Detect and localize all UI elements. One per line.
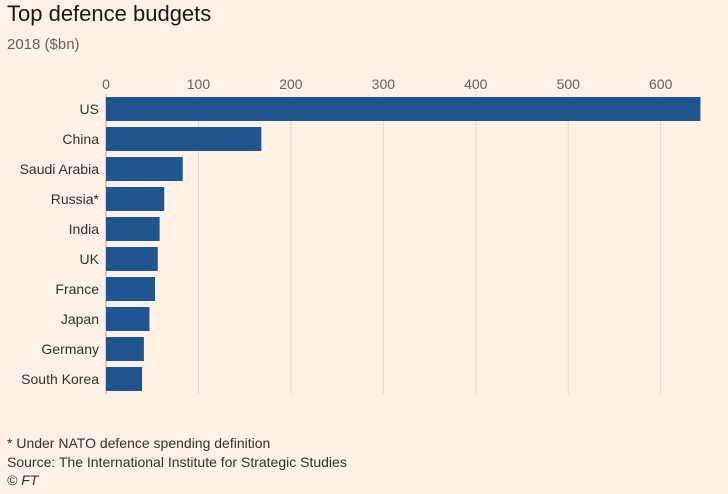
x-tick-label: 300 — [372, 76, 396, 92]
x-tick-label: 100 — [187, 76, 211, 92]
bar — [106, 307, 150, 331]
x-tick-label: 0 — [102, 76, 110, 92]
category-label: Russia* — [51, 191, 100, 207]
category-label: China — [62, 131, 99, 147]
x-tick-label: 400 — [464, 76, 488, 92]
category-label: India — [69, 221, 100, 237]
bar — [106, 187, 165, 211]
category-label: Germany — [41, 341, 99, 357]
bar — [106, 247, 158, 271]
x-tick-label: 500 — [557, 76, 581, 92]
ft-credit: © FT — [7, 472, 39, 488]
bar-chart: 0 100 200 300 400 500 600 US China Saudi Arabia R… — [20, 76, 701, 394]
bar — [106, 277, 155, 301]
source-note: Source: The International Institute for … — [7, 454, 347, 470]
bar — [106, 127, 262, 151]
bar — [106, 367, 143, 391]
x-axis-ticks: 0 100 200 300 400 500 600 — [102, 76, 672, 92]
footnote: * Under NATO defence spending definition — [7, 435, 271, 451]
chart-title: Top defence budgets — [7, 1, 212, 26]
x-tick-label: 200 — [279, 76, 303, 92]
x-tick-label: 600 — [649, 76, 673, 92]
bars — [106, 97, 701, 391]
bar — [106, 97, 701, 121]
category-label: Japan — [61, 311, 99, 327]
bar — [106, 337, 144, 361]
category-labels: US China Saudi Arabia Russia* India UK France J… — [20, 101, 100, 387]
category-label: South Korea — [21, 371, 99, 387]
category-label: UK — [80, 251, 100, 267]
bar — [106, 157, 183, 181]
category-label: Saudi Arabia — [20, 161, 100, 177]
bar — [106, 217, 160, 241]
category-label: France — [55, 281, 99, 297]
category-label: US — [80, 101, 99, 117]
chart-subtitle: 2018 ($bn) — [7, 36, 80, 53]
